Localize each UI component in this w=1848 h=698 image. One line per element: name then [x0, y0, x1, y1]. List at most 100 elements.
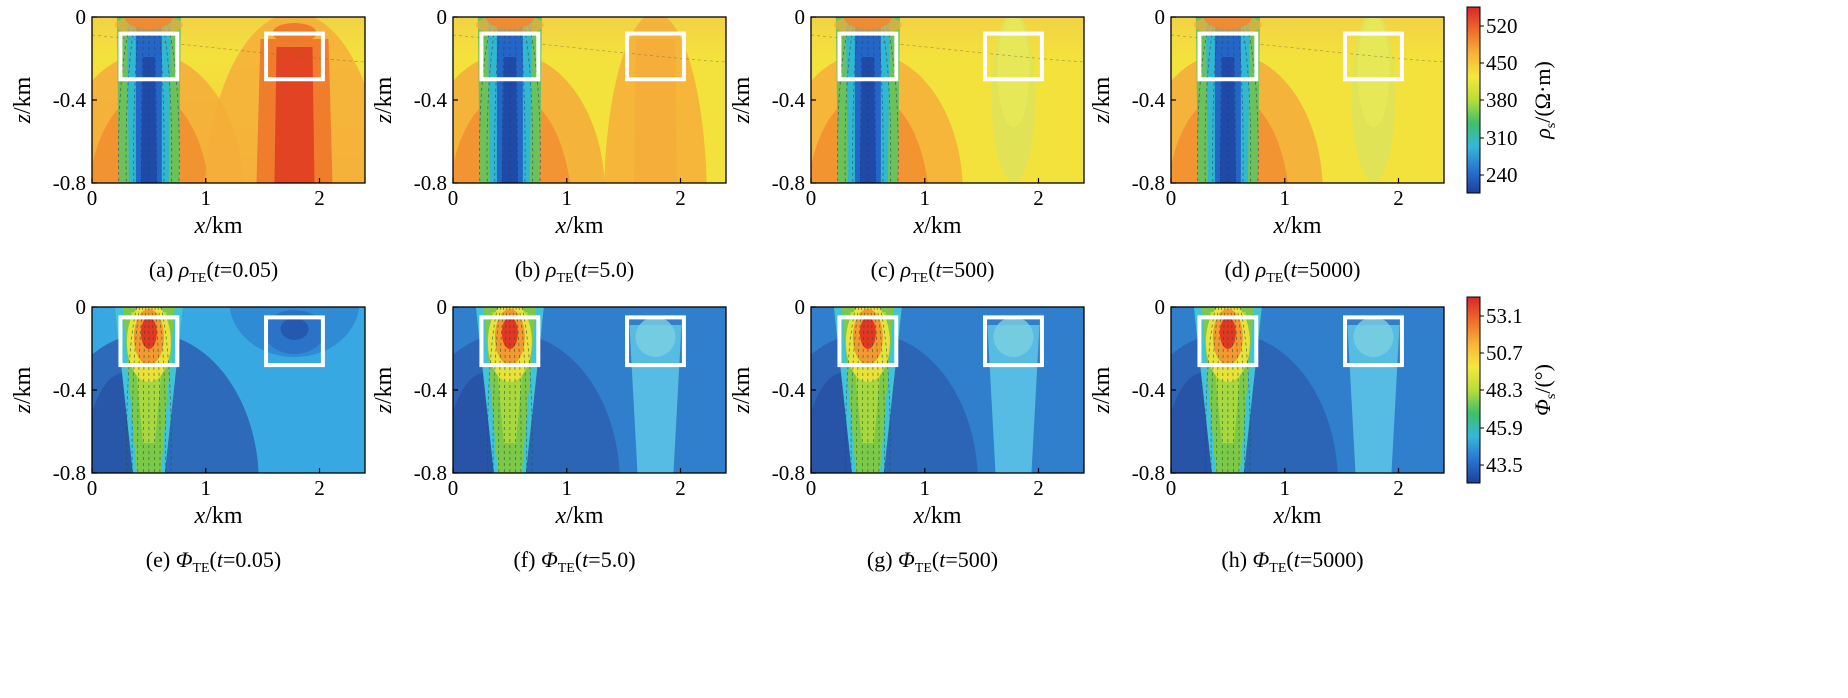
x-tick-label: 0 — [1166, 476, 1177, 500]
y-tick-label: 0 — [437, 5, 448, 29]
y-tick-label: 0 — [1155, 295, 1166, 319]
anomaly-box-1 — [479, 315, 541, 368]
colorbar-resistivity: 520 450 380 310 240 ρs/(Ω·m) — [1466, 6, 1559, 194]
anomaly-box-2 — [625, 315, 686, 368]
colorbar-label: Φs/(°) — [1530, 364, 1559, 416]
contour-field — [453, 17, 726, 183]
x-tick-label: 2 — [1393, 476, 1404, 500]
y-tick-label: -0.8 — [414, 171, 447, 195]
x-axis-label: x/km — [1273, 213, 1322, 239]
anomaly-box-2 — [1343, 31, 1404, 82]
anomaly-box-1 — [1197, 315, 1259, 368]
y-axis-label: z/km — [729, 76, 755, 124]
anomaly-box-2 — [625, 31, 686, 82]
y-axis-label: z/km — [371, 76, 397, 124]
x-axis-label: x/km — [194, 503, 243, 529]
panel-caption: (a) ρTE(t=0.05) — [149, 257, 278, 286]
x-tick-label: 2 — [314, 476, 325, 500]
colorbar-gradient — [1466, 296, 1481, 484]
panel-caption: (c) ρTE(t=500) — [871, 257, 995, 286]
colorbar-label: ρs/(Ω·m) — [1530, 61, 1559, 140]
y-tick-label: -0.8 — [414, 461, 447, 485]
x-tick-label: 0 — [806, 476, 817, 500]
anomaly-box-1 — [837, 315, 899, 368]
contour-field — [811, 17, 1084, 183]
y-tick-label: -0.8 — [53, 461, 86, 485]
y-tick-label: -0.4 — [414, 378, 448, 402]
colorbar-tick-label: 45.9 — [1486, 416, 1523, 440]
anomaly-box-1 — [837, 31, 899, 82]
y-tick-label: -0.4 — [414, 88, 448, 112]
anomaly-box-2 — [983, 31, 1044, 82]
x-tick-label: 1 — [201, 186, 212, 210]
y-axis-label: z/km — [1089, 76, 1115, 124]
y-tick-label: 0 — [76, 5, 87, 29]
colorbar-phase: 53.1 50.7 48.3 45.9 43.5 Φs/(°) — [1466, 296, 1559, 484]
y-tick-label: -0.8 — [772, 461, 805, 485]
x-tick-label: 0 — [87, 186, 98, 210]
anomaly-box-1 — [118, 315, 180, 368]
contour-panel-e: 0 1 2 0 -0.4 -0.8 x/km z/km (e) ΦTE(t=0.05) — [10, 295, 366, 576]
x-tick-label: 2 — [675, 476, 686, 500]
x-tick-label: 1 — [920, 476, 931, 500]
colorbar-tick-label: 50.7 — [1486, 341, 1523, 365]
x-tick-label: 1 — [562, 476, 573, 500]
y-tick-label: 0 — [76, 295, 87, 319]
y-tick-label: -0.8 — [1132, 461, 1165, 485]
contour-panel-h: 0 1 2 0 -0.4 -0.8 x/km z/km (h) ΦTE(t=5000) — [1089, 295, 1445, 576]
anomaly-box-1 — [118, 31, 180, 82]
y-tick-label: -0.4 — [53, 88, 87, 112]
panel-caption: (e) ΦTE(t=0.05) — [146, 547, 281, 576]
x-tick-label: 2 — [1033, 186, 1044, 210]
contour-panel-b: 0 1 2 0 -0.4 -0.8 x/km z/km (b) ρTE(t=5.0) — [371, 5, 727, 286]
x-tick-label: 0 — [87, 476, 98, 500]
y-tick-label: -0.8 — [1132, 171, 1165, 195]
x-tick-label: 1 — [1280, 476, 1291, 500]
y-tick-label: -0.8 — [772, 171, 805, 195]
x-tick-label: 0 — [806, 186, 817, 210]
x-axis-label: x/km — [194, 213, 243, 239]
x-tick-label: 0 — [448, 476, 459, 500]
x-axis-label: x/km — [555, 213, 604, 239]
x-axis-label: x/km — [1273, 503, 1322, 529]
y-tick-label: -0.4 — [772, 88, 806, 112]
x-axis-label: x/km — [913, 213, 962, 239]
x-tick-label: 2 — [314, 186, 325, 210]
contour-panel-d: 0 1 2 0 -0.4 -0.8 x/km z/km (d) ρTE(t=5000) — [1089, 5, 1445, 286]
contour-field — [453, 307, 726, 473]
colorbar-tick-label: 48.3 — [1486, 378, 1523, 402]
x-tick-label: 0 — [1166, 186, 1177, 210]
y-tick-label: 0 — [795, 295, 806, 319]
y-axis-label: z/km — [1089, 366, 1115, 414]
contour-panel-g: 0 1 2 0 -0.4 -0.8 x/km z/km (g) ΦTE(t=500) — [729, 295, 1085, 576]
x-tick-label: 2 — [675, 186, 686, 210]
colorbar-tick-label: 53.1 — [1486, 304, 1523, 328]
y-axis-label: z/km — [729, 366, 755, 414]
contour-field — [92, 307, 365, 473]
contour-panel-f: 0 1 2 0 -0.4 -0.8 x/km z/km (f) ΦTE(t=5.0) — [371, 295, 727, 576]
panel-caption: (b) ρTE(t=5.0) — [515, 257, 635, 286]
y-axis-label: z/km — [10, 366, 36, 414]
anomaly-box-1 — [479, 31, 541, 82]
anomaly-box-2 — [264, 315, 325, 368]
y-tick-label: -0.4 — [53, 378, 87, 402]
x-tick-label: 2 — [1033, 476, 1044, 500]
y-tick-label: 0 — [437, 295, 448, 319]
x-tick-label: 1 — [920, 186, 931, 210]
colorbar-tick-label: 310 — [1486, 126, 1518, 150]
y-tick-label: -0.4 — [772, 378, 806, 402]
panel-caption: (g) ΦTE(t=500) — [867, 547, 998, 576]
x-tick-label: 1 — [562, 186, 573, 210]
anomaly-box-2 — [264, 31, 325, 82]
contour-panel-a: 0 1 2 0 -0.4 -0.8 x/km z/km (a) ρTE(t=0.05) — [10, 5, 366, 286]
contour-field — [811, 307, 1084, 473]
y-tick-label: -0.8 — [53, 171, 86, 195]
y-axis-label: z/km — [371, 366, 397, 414]
x-axis-label: x/km — [555, 503, 604, 529]
contour-field — [1171, 307, 1444, 473]
panel-caption: (d) ρTE(t=5000) — [1224, 257, 1360, 286]
colorbar-tick-label: 450 — [1486, 51, 1518, 75]
colorbar-tick-label: 520 — [1486, 14, 1518, 38]
x-axis-label: x/km — [913, 503, 962, 529]
